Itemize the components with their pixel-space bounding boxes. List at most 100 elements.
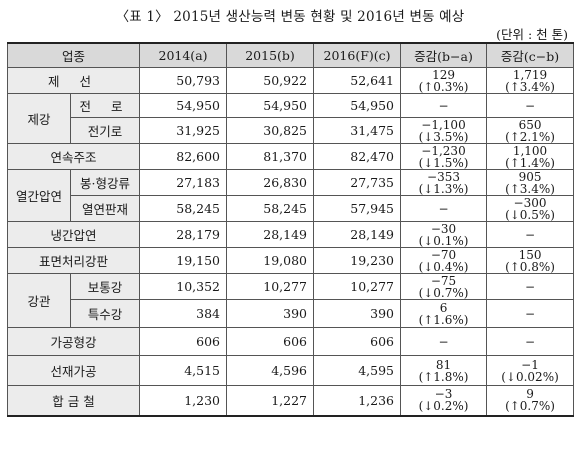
change-percent: (↓0.02%) (501, 369, 559, 384)
change-percent: (↑1.8%) (418, 369, 469, 384)
change-cb: − (486, 221, 575, 248)
change-percent: (↑0.8%) (505, 259, 555, 274)
value-2016: 27,735 (313, 169, 402, 196)
value-2014: 10,352 (139, 273, 228, 300)
group-label: 열간압연 (7, 169, 71, 222)
value-2015: 10,277 (226, 273, 315, 300)
change-percent: (↑1.6%) (418, 312, 469, 327)
change-cb: 1,719 (↑3.4%) (486, 67, 575, 94)
change-value: − (438, 98, 449, 113)
row-label: 표면처리강판 (6, 247, 141, 274)
change-value: −1,100 (421, 117, 466, 132)
header-industry: 업종 (6, 42, 141, 68)
change-percent: (↑3.4%) (505, 181, 555, 196)
capacity-table: 업종 2014(a) 2015(b) 2016(F)(c) 증감(b−a) 증감… (6, 42, 575, 417)
change-ba: 129 (↑0.3%) (400, 67, 488, 94)
value-2014: 384 (139, 299, 228, 328)
change-value: − (524, 98, 536, 113)
change-value: 129 (432, 67, 455, 82)
change-percent: (↑2.1%) (505, 129, 555, 144)
value-2015: 58,245 (226, 195, 315, 222)
header-change-ba: 증감(b−a) (400, 42, 488, 68)
change-value: − (438, 201, 449, 216)
change-value: −75 (430, 273, 457, 288)
change-percent: (↓0.2%) (418, 399, 469, 414)
table-row: 제강 전 로 54,950 54,950 54,950 − − (7, 93, 575, 144)
table-row: 특수강 384 390 390 6 (↑1.6%) − (8, 299, 575, 328)
change-cb: 650 (↑2.1%) (486, 117, 575, 144)
change-value: − (524, 334, 536, 349)
value-2015: 19,080 (226, 247, 315, 274)
value-2014: 4,515 (139, 355, 228, 386)
change-cb: 150 (↑0.8%) (486, 247, 575, 274)
header-2014: 2014(a) (139, 42, 228, 68)
value-2014: 31,925 (139, 117, 228, 144)
change-value: −300 (513, 195, 547, 210)
change-cb: 9 (↑0.7%) (486, 385, 575, 416)
sub-label: 전기로 (69, 117, 141, 144)
value-2014: 82,600 (139, 143, 228, 170)
change-ba: −1,100 (↓3.5%) (400, 117, 488, 144)
sub-label: 보통강 (69, 273, 141, 300)
header-change-cb: 증감(c−b) (486, 42, 575, 68)
table-row: 합 금 철 1,230 1,227 1,236 −3 (↓0.2%) 9 (↑0.7… (6, 385, 575, 416)
change-cb: − (486, 93, 575, 118)
value-2014: 27,183 (139, 169, 228, 196)
table-row: 열간압연 봉·형강류 27,183 26,830 27,735 −353 (↓1.… (7, 169, 575, 222)
change-value: −1,230 (421, 143, 466, 158)
change-cb: 1,100 (↑1.4%) (486, 143, 575, 170)
value-2016: 390 (313, 299, 402, 328)
value-2015: 4,596 (226, 355, 315, 386)
change-value: 905 (518, 169, 542, 184)
change-value: −3 (434, 387, 453, 402)
row-label: 제 선 (6, 67, 141, 94)
value-2015: 1,227 (226, 385, 315, 416)
change-value: 6 (439, 300, 448, 315)
value-2016: 54,950 (313, 93, 402, 118)
change-value: 1,719 (512, 67, 548, 82)
change-ba: −30 (↓0.1%) (400, 221, 488, 248)
value-2015: 28,149 (226, 221, 315, 248)
change-percent: (↓1.3%) (418, 181, 469, 196)
value-2014: 19,150 (139, 247, 228, 274)
group-label: 강관 (7, 273, 71, 328)
value-2015: 30,825 (226, 117, 315, 144)
change-value: 1,100 (512, 143, 548, 158)
change-ba: 81 (↑1.8%) (400, 355, 488, 386)
change-value: 9 (526, 387, 534, 402)
change-value: −1 (521, 357, 539, 372)
sub-label: 열연판재 (69, 195, 141, 222)
value-2014: 58,245 (139, 195, 228, 222)
change-percent: (↓1.5%) (418, 155, 469, 170)
change-percent: (↑3.4%) (505, 79, 555, 94)
change-percent: (↓3.5%) (418, 129, 469, 144)
group-label: 제강 (7, 93, 71, 144)
header-2015: 2015(b) (226, 42, 315, 68)
value-2016: 28,149 (313, 221, 402, 248)
value-2015: 81,370 (226, 143, 315, 170)
sub-label: 특수강 (69, 299, 141, 328)
change-ba: 6 (↑1.6%) (400, 299, 488, 328)
change-value: 81 (435, 357, 452, 372)
table-row: 선재가공 4,515 4,596 4,595 81 (↑1.8%) −1 (↓0.0… (6, 355, 575, 386)
change-ba: − (400, 195, 488, 222)
value-2016: 19,230 (313, 247, 402, 274)
change-percent: (↓0.1%) (418, 233, 469, 248)
value-2016: 57,945 (313, 195, 402, 222)
header-2016: 2016(F)(c) (313, 42, 402, 68)
row-label: 가공형강 (6, 327, 141, 356)
change-ba: − (400, 93, 488, 118)
value-2016: 1,236 (313, 385, 402, 416)
change-value: − (524, 279, 536, 294)
value-2015: 390 (226, 299, 315, 328)
change-cb: −1 (↓0.02%) (486, 355, 575, 386)
value-2015: 54,950 (226, 93, 315, 118)
value-2016: 4,595 (313, 355, 402, 386)
value-2014: 54,950 (139, 93, 228, 118)
change-ba: −353 (↓1.3%) (400, 169, 488, 196)
table-row: 냉간압연 28,179 28,149 28,149 −30 (↓0.1%) − (6, 221, 575, 248)
change-cb: − (486, 299, 575, 328)
value-2016: 82,470 (313, 143, 402, 170)
change-value: − (438, 334, 449, 349)
value-2016: 10,277 (313, 273, 402, 300)
